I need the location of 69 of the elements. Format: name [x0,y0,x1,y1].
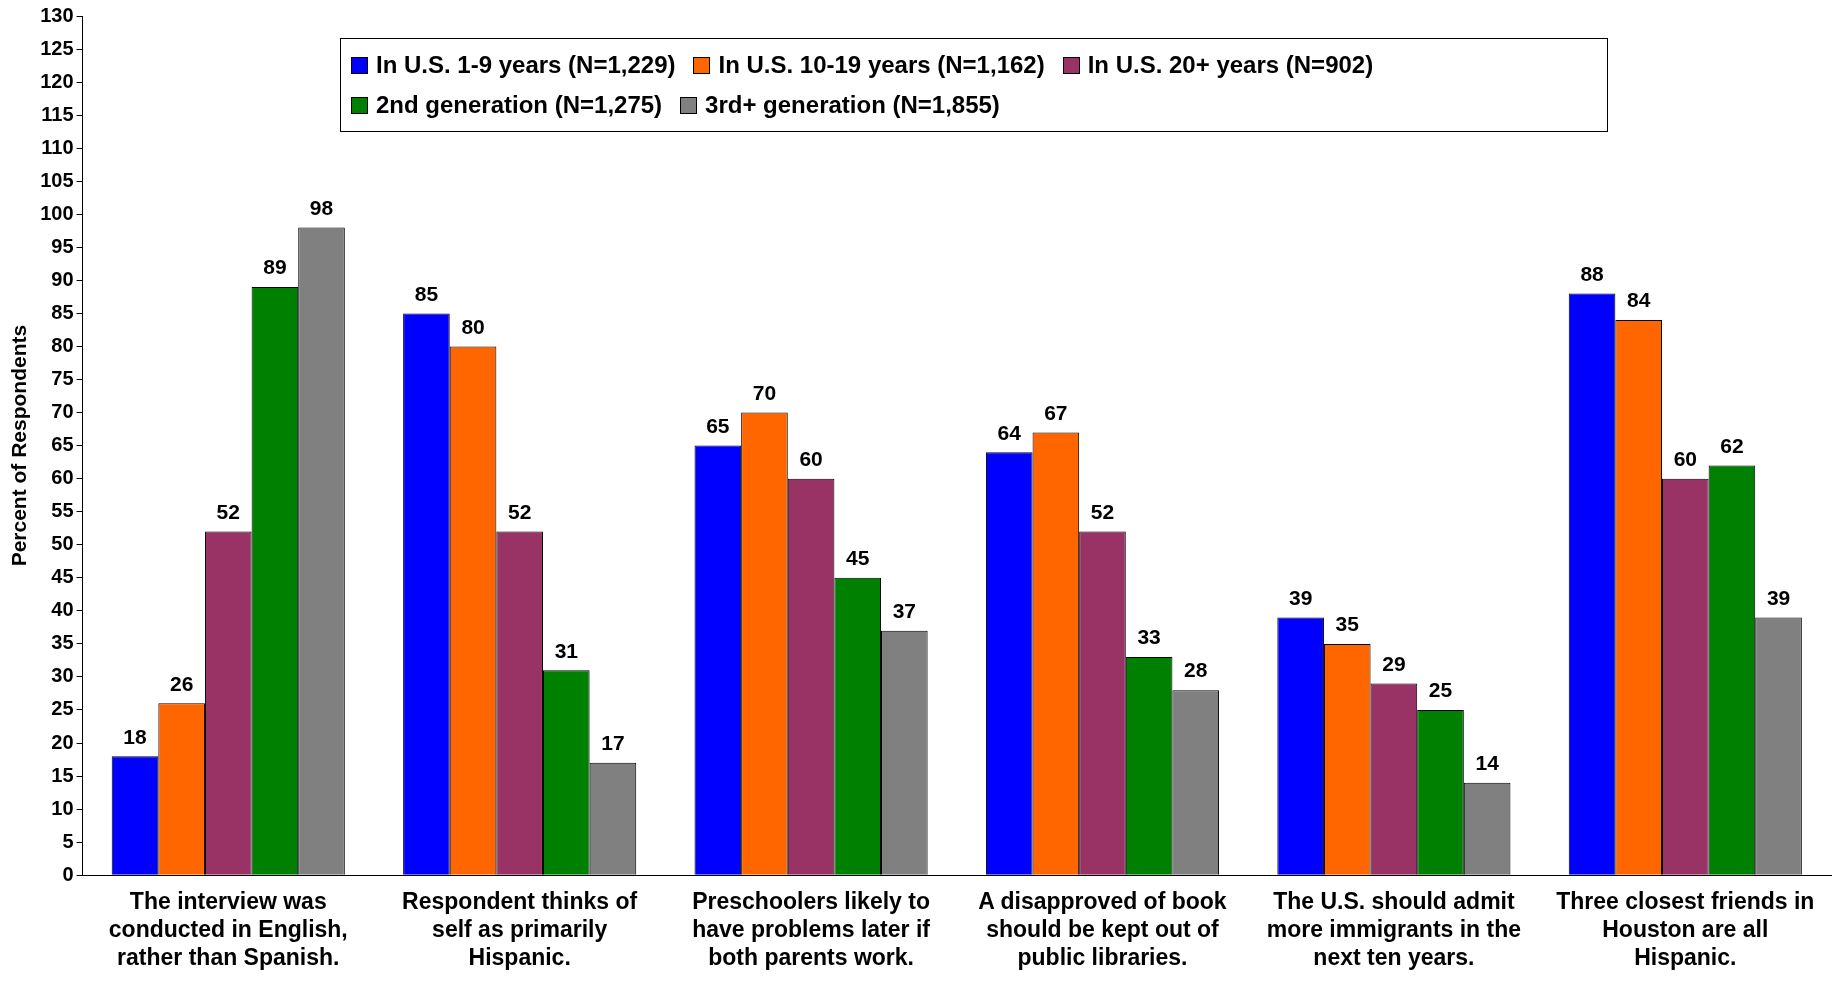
data-label: 52 [508,499,532,523]
y-tick-label: 110 [41,135,74,158]
data-label: 52 [216,499,240,523]
data-label: 39 [1288,585,1313,609]
data-label: 33 [1137,625,1161,649]
legend-label: In U.S. 20+ years (N=902) [1087,51,1374,79]
data-label: 29 [1382,651,1406,675]
y-tick-label: 20 [51,730,74,753]
data-label: 14 [1475,750,1500,774]
data-label: 28 [1184,658,1208,682]
data-label: 62 [1720,433,1744,457]
y-tick-label: 125 [40,36,74,59]
data-label: 17 [601,731,625,755]
data-label: 18 [123,724,148,748]
y-tick-label: 70 [51,400,74,423]
legend-label: 3rd+ generation (N=1,855) [705,91,1000,119]
x-tick-label: Preschoolers likely to have problems later if both parents work. [692,888,931,970]
y-tick-label: 25 [51,697,74,720]
y-tick-label: 10 [51,796,74,819]
data-label: 85 [414,281,439,305]
data-label: 52 [1090,499,1115,523]
y-tick-label: 50 [51,532,74,555]
x-tick-label: A disapproved of book should be kept out of public libraries. [978,888,1227,970]
x-tick-label: The interview was conducted in English, rather than Spanish. [108,888,348,970]
y-tick-label: 105 [40,168,74,191]
y-tick-label: 0 [62,862,74,885]
y-tick-label: 90 [51,267,74,290]
data-label: 25 [1428,678,1453,702]
data-label: 60 [1673,446,1697,470]
y-tick-label: 80 [51,333,74,356]
y-tick-label: 120 [40,69,74,92]
x-tick-label: Respondent thinks of self as primarily Hispanic. [402,888,638,970]
y-tick-label: 85 [51,300,74,323]
legend-label: In U.S. 1-9 years (N=1,229) [376,51,676,79]
legend-label: In U.S. 10-19 years (N=1,162) [718,51,1045,79]
data-label: 70 [752,380,777,404]
y-tick-label: 95 [51,234,74,257]
data-label: 60 [799,446,823,470]
y-tick-label: 60 [51,466,74,489]
y-tick-label: 45 [51,565,74,588]
x-tick-label: Three closest friends in Houston are all Hispanic. [1556,888,1815,970]
data-label: 98 [309,195,334,219]
data-label: 39 [1766,585,1791,609]
data-label: 45 [846,546,870,570]
data-label: 37 [892,598,917,622]
data-label: 31 [554,638,579,662]
y-tick-label: 130 [40,3,74,26]
y-tick-label: 15 [51,763,74,786]
data-label: 67 [1044,400,1068,424]
data-label: 35 [1335,612,1360,636]
data-label: 80 [461,314,485,338]
data-label: 64 [997,420,1022,444]
y-tick-label: 35 [51,631,74,654]
x-tick-label: The U.S. should admit more immigrants in the next ten years. [1266,888,1522,970]
y-tick-label: 75 [51,367,74,390]
data-label: 26 [169,671,194,695]
y-tick-label: 40 [51,598,74,621]
y-tick-label: 100 [40,201,74,224]
y-tick-label: 65 [51,433,74,456]
y-tick-label: 115 [41,102,74,125]
y-tick-label: 30 [51,664,74,687]
data-label: 88 [1580,261,1605,285]
legend-label: 2nd generation (N=1,275) [376,91,663,119]
data-label: 84 [1626,288,1651,312]
y-axis-title: Percent of Respondents [7,324,31,567]
data-label: 89 [263,255,287,279]
data-label: 65 [706,413,730,437]
y-tick-label: 5 [62,829,74,852]
y-tick-label: 55 [51,499,74,522]
